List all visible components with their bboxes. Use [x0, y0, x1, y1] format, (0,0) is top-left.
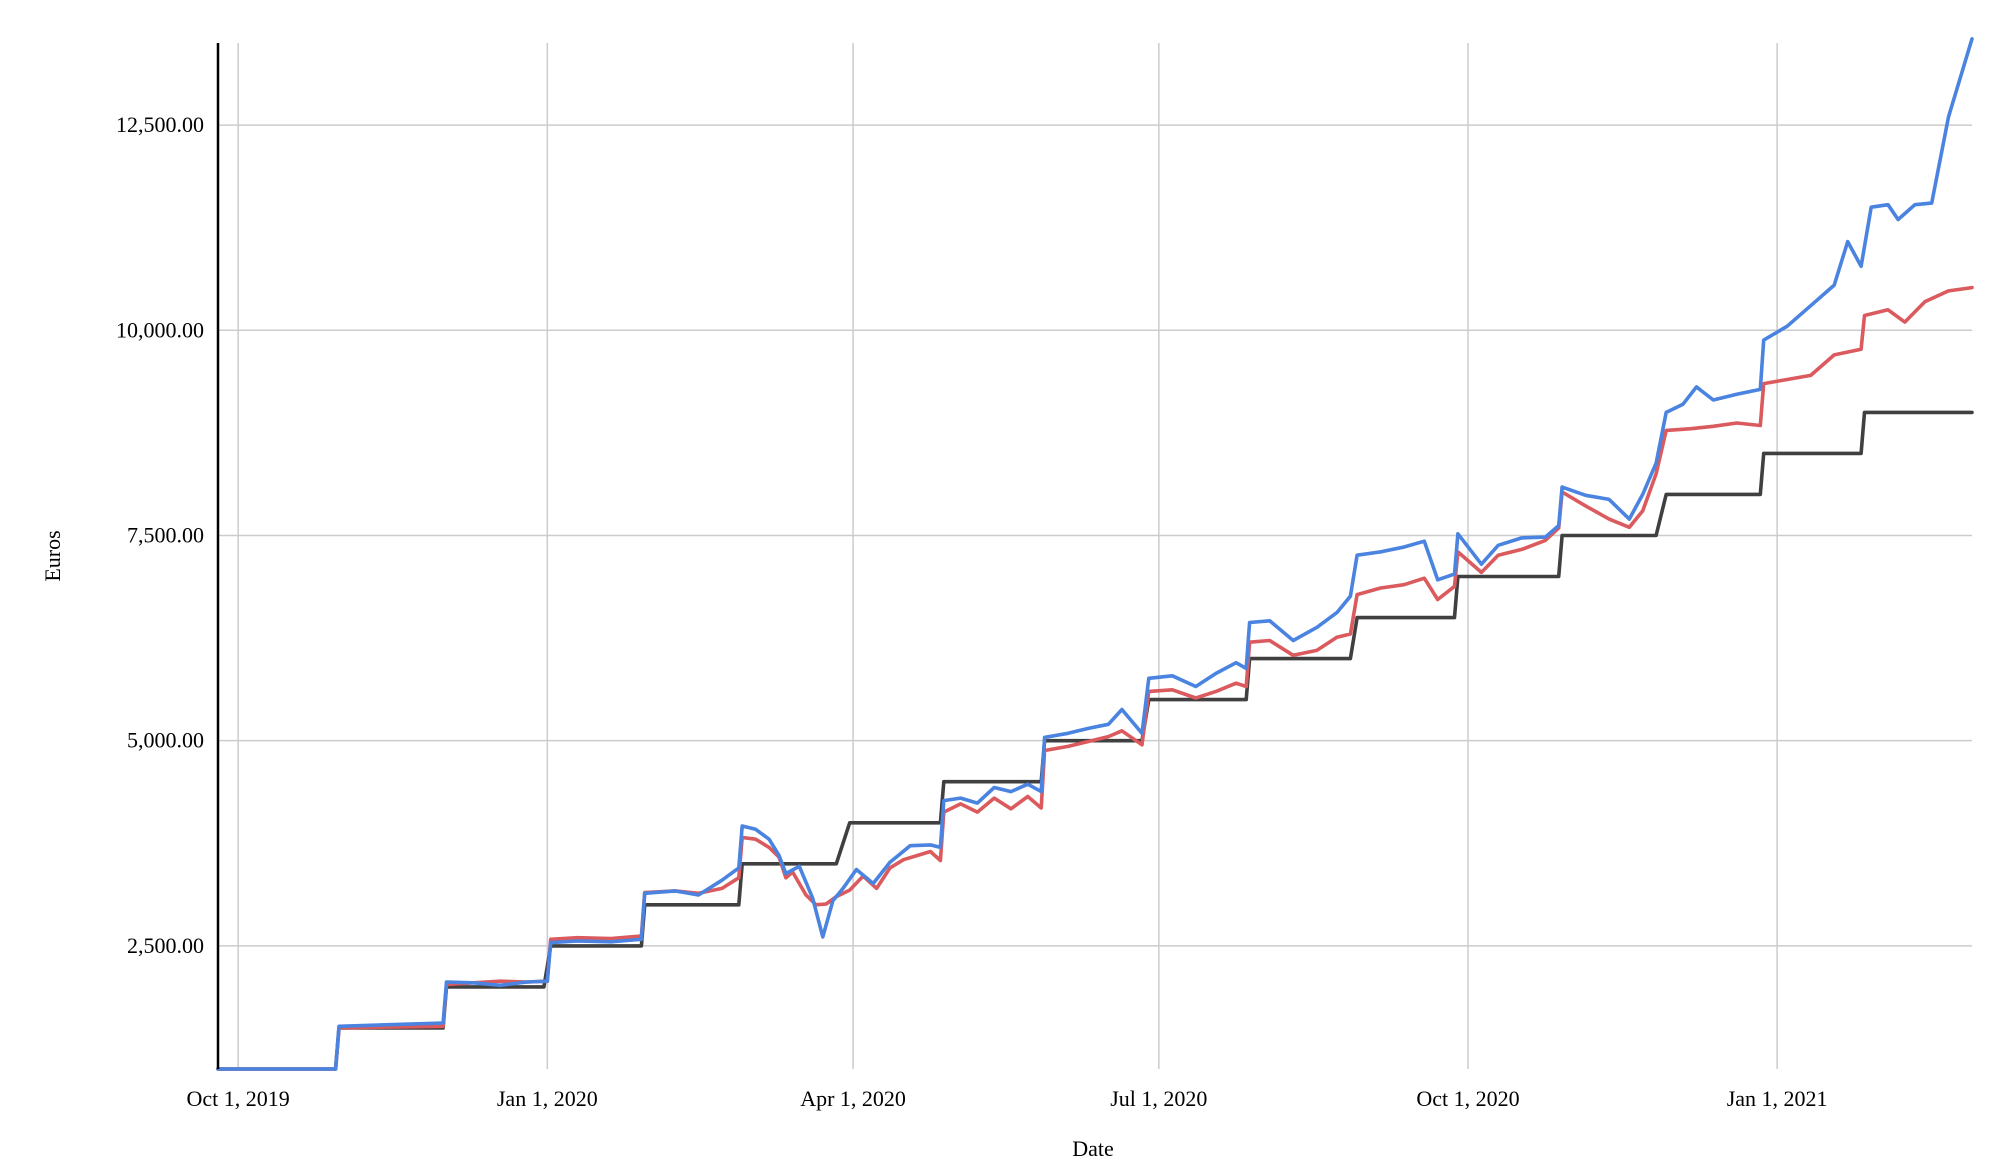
series-line-2: [216, 285, 1974, 1071]
x-tick-labels: Oct 1, 2019 Jan 1, 2020 Apr 1, 2020 Jul 1, …: [187, 1086, 1828, 1111]
y-tick-label: 5,000.00: [127, 728, 204, 753]
x-tick-label: Oct 1, 2020: [1416, 1086, 1519, 1111]
x-tick-label: Apr 1, 2020: [800, 1086, 906, 1111]
x-axis-title: Date: [1072, 1136, 1114, 1161]
series-line-3: [216, 37, 1974, 1071]
y-tick-label: 2,500.00: [127, 933, 204, 958]
x-tick-label: Jul 1, 2020: [1110, 1086, 1207, 1111]
y-tick-label: 7,500.00: [127, 522, 204, 547]
y-tick-label: 10,000.00: [116, 317, 204, 342]
x-tick-label: Jan 1, 2020: [497, 1086, 598, 1111]
grid-lines: [218, 43, 1972, 1069]
y-tick-labels: 2,500.00 5,000.00 7,500.00 10,000.00 12,500.…: [116, 112, 204, 958]
y-tick-label: 12,500.00: [116, 112, 204, 137]
x-tick-label: Jan 1, 2021: [1727, 1086, 1828, 1111]
series-lines: [216, 37, 1974, 1071]
x-tick-label: Oct 1, 2019: [187, 1086, 290, 1111]
y-axis-title: Euros: [40, 530, 65, 581]
